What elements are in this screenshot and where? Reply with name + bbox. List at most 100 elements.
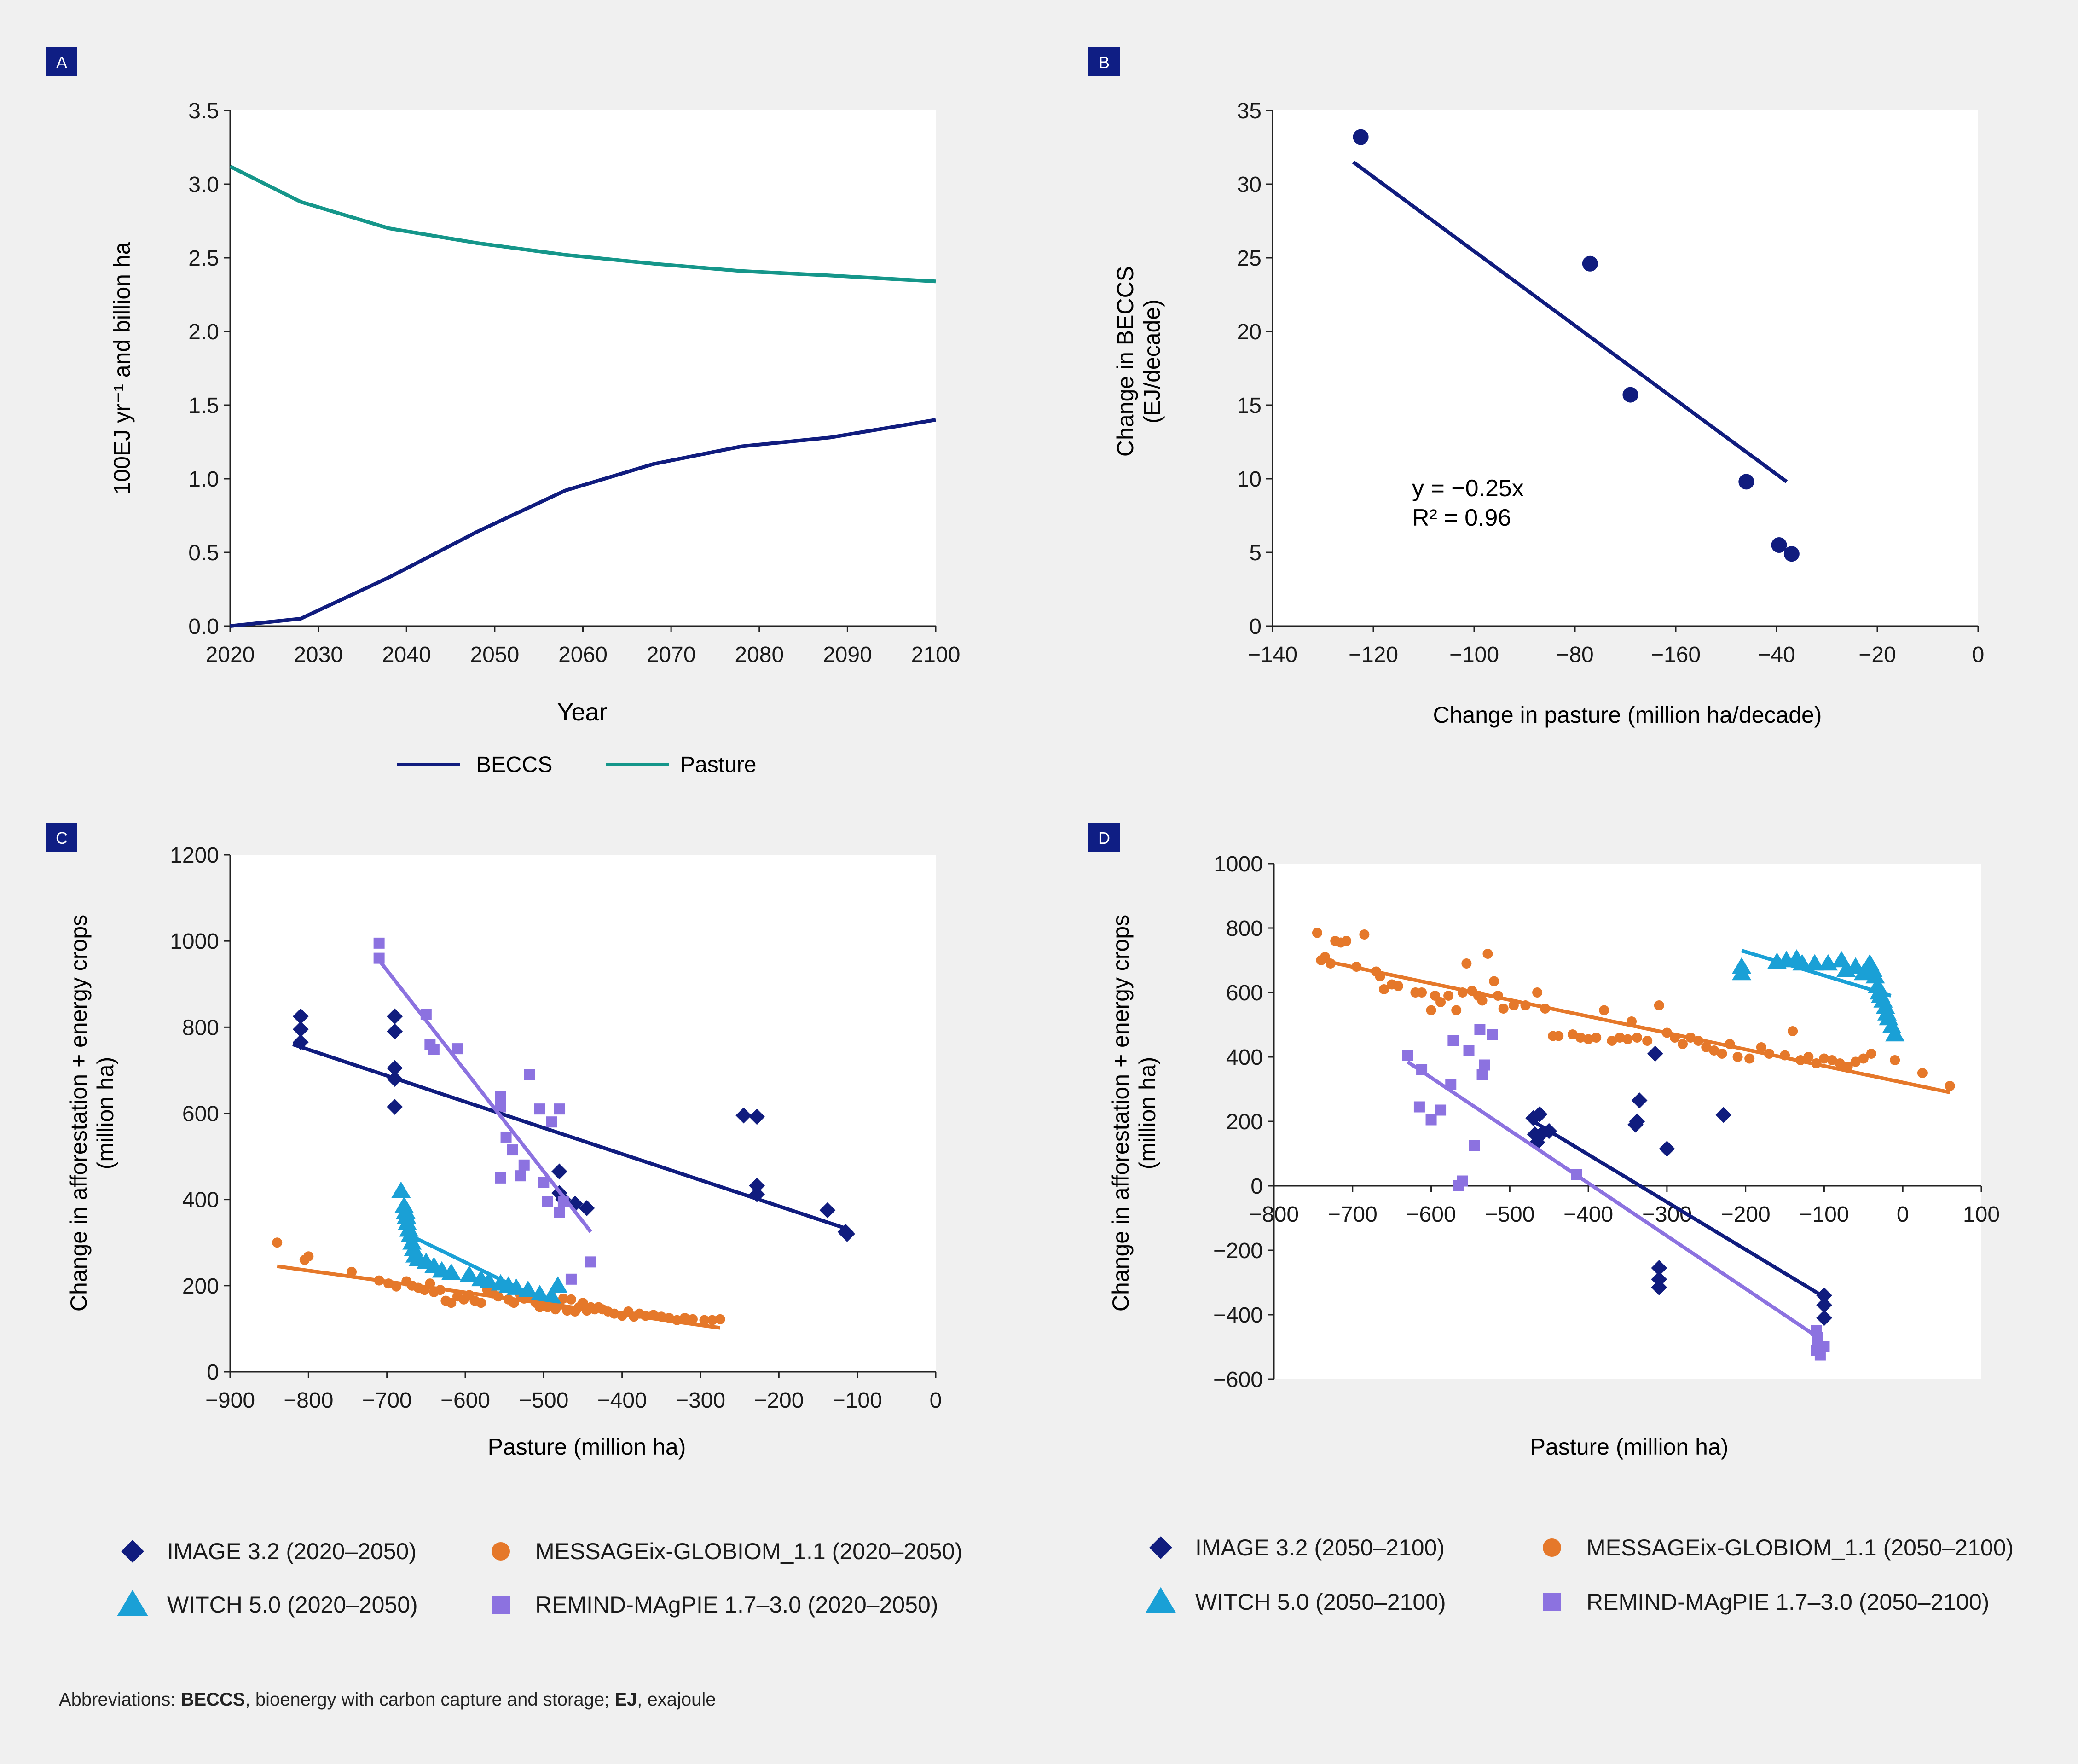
panel-c-badge: [46, 823, 77, 852]
diamond-marker: [839, 1226, 855, 1242]
triangle-trendline: [1741, 949, 1892, 998]
circle-marker: [1575, 1033, 1586, 1043]
footnote-term-beccs: BECCS: [180, 1689, 245, 1710]
panel-c-x-tick-label: −400: [597, 1388, 647, 1413]
square-marker: [1413, 1101, 1425, 1113]
panel-b-y-tick-label: 20: [1237, 320, 1262, 344]
panel-a-x-tick-label: 2050: [470, 643, 519, 667]
legend-diamond-marker: [121, 1540, 144, 1563]
circle-marker: [1359, 929, 1370, 940]
panel-d-label: D: [1098, 829, 1110, 847]
panel-a-y-tick-label: 2.0: [188, 320, 219, 344]
circle-marker: [1827, 1055, 1837, 1065]
panel-d-x-tick-label: 0: [1897, 1202, 1909, 1227]
diamond-marker: [292, 1021, 309, 1038]
panel-a-y-tick-label: 0.0: [188, 615, 219, 639]
square-marker: [1463, 1045, 1475, 1056]
legend-triangle-label: WITCH 5.0 (2020–2050): [167, 1592, 418, 1618]
panel-a-y-axis-title: 100EJ yr⁻¹ and billion ha: [109, 242, 135, 494]
panel-a-series: [229, 165, 936, 628]
square-marker: [524, 1069, 535, 1080]
square-marker: [1402, 1050, 1413, 1061]
diamond-marker: [1816, 1310, 1832, 1326]
panel-b-y-tick-label: 25: [1237, 246, 1262, 271]
circle-marker: [699, 1315, 710, 1325]
panel-d-y-axis-title-line1: Change in afforestation + energy crops: [1108, 915, 1134, 1311]
diamond-marker: [1651, 1271, 1667, 1288]
square-trendline: [1407, 1060, 1819, 1339]
panel-c-y-tick-label: 200: [182, 1274, 219, 1299]
panel-b-y-axis-title-line1: Change in BECCS: [1112, 266, 1138, 457]
panel-b-x-tick-label: −120: [1349, 643, 1398, 667]
panel-b-x-tick-label: −100: [1449, 643, 1499, 667]
triangle-marker: [391, 1181, 411, 1198]
triangle-marker: [479, 1272, 499, 1288]
panel-d-y-tick-label: −600: [1213, 1368, 1263, 1392]
panel-d-x-tick-label: −800: [1249, 1202, 1299, 1227]
circle-marker: [1850, 1056, 1861, 1067]
panel-a-y-tick-label: 3.0: [188, 173, 219, 197]
circle-marker: [1819, 1053, 1829, 1064]
diamond-marker: [1651, 1279, 1667, 1295]
panel-a-x-tick-label: 2090: [823, 643, 872, 667]
panel-c-scatter-chart: C 0 200 400 600 800 1000 1200 −900 −800 −700 −600 −…: [46, 823, 962, 1618]
legend-diamond-label: IMAGE 3.2 (2050–2100): [1195, 1535, 1445, 1561]
circle-marker: [1678, 1039, 1688, 1049]
legend-circle-label: MESSAGEix-GLOBIOM_1.1 (2020–2050): [535, 1538, 962, 1564]
circle-marker: [1426, 1005, 1436, 1015]
panel-a-y-tick-label: 3.5: [188, 99, 219, 123]
circle-marker: [1553, 1031, 1564, 1041]
circle-marker: [446, 1298, 457, 1308]
diamond-trendline: [1532, 1120, 1825, 1299]
square-marker: [565, 1273, 577, 1285]
panel-d-x-tick-label: −200: [1721, 1202, 1771, 1227]
square-marker: [1435, 1104, 1447, 1116]
panel-b-y-tick-label: 30: [1237, 173, 1262, 197]
panel-a-line-chart: A 0.0 0.5 1.0 1.5 2.0 2.5 3.0 3.5 2020 2030 2040 20…: [46, 47, 960, 777]
square-marker: [1469, 1140, 1480, 1151]
panel-a-y-tick-label: 0.5: [188, 541, 219, 565]
panel-c-label: C: [56, 829, 68, 847]
legend-square-label: REMIND-MAgPIE 1.7–3.0 (2020–2050): [535, 1592, 938, 1618]
legend-diamond-marker: [1149, 1536, 1172, 1559]
circle-marker: [1615, 1033, 1625, 1043]
circle-marker: [1858, 1053, 1869, 1064]
circle-marker: [272, 1237, 283, 1248]
square-marker: [1476, 1069, 1488, 1080]
square-marker: [1479, 1059, 1490, 1071]
square-marker: [495, 1172, 506, 1184]
circle-marker: [687, 1314, 698, 1324]
circle-marker: [1461, 958, 1472, 969]
data-point: [1582, 255, 1598, 272]
panel-d-y-tick-label: 600: [1226, 981, 1263, 1005]
triangle-marker: [1805, 954, 1825, 971]
footnote-prefix: Abbreviations:: [59, 1689, 181, 1710]
square-marker: [534, 1103, 545, 1115]
legend-diamond-label: IMAGE 3.2 (2020–2050): [167, 1538, 417, 1564]
panel-b-x-tick-label: −40: [1758, 643, 1795, 667]
legend-triangle-marker: [117, 1590, 148, 1616]
square-marker: [554, 1103, 565, 1115]
legend-square-marker: [1543, 1593, 1561, 1611]
panel-b-scatter-chart: B 0 5 10 15 20 25 30 35 −140 −120 −100 −80 −160 −40 −2…: [1088, 47, 1984, 728]
circle-marker: [1443, 991, 1454, 1001]
panel-d-y-tick-label: 800: [1226, 917, 1263, 941]
circle-marker: [1803, 1052, 1814, 1062]
panel-d-x-tick-label: 100: [1963, 1202, 2000, 1227]
panel-a-y-tick-label: 2.5: [188, 246, 219, 271]
panel-d-badge: [1088, 823, 1120, 852]
diamond-marker: [387, 1008, 403, 1025]
circle-marker: [1451, 1005, 1462, 1015]
panel-b-x-tick-label: −160: [1651, 643, 1701, 667]
panel-a-axes: 0.0 0.5 1.0 1.5 2.0 2.5 3.0 3.5 2020 2030 2040 2050…: [188, 99, 960, 667]
data-point: [1771, 537, 1787, 553]
panel-d-series: [1312, 928, 1955, 1361]
panel-a-x-tick-label: 2100: [911, 643, 961, 667]
diamond-marker: [1715, 1107, 1732, 1123]
circle-marker: [476, 1298, 486, 1308]
square-trendline: [376, 957, 592, 1233]
square-marker: [507, 1144, 518, 1156]
square-marker: [495, 1091, 506, 1102]
panel-b-equation: y = −0.25x: [1412, 475, 1524, 502]
